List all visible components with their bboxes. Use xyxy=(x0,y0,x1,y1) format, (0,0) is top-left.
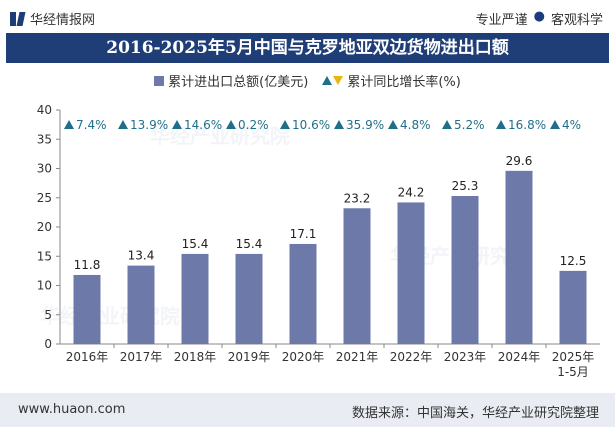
growth-triangle-icon xyxy=(496,120,506,129)
slogan-left: 专业严谨 xyxy=(475,13,528,28)
growth-rate-label: 5.2% xyxy=(454,118,485,132)
growth-triangle-icon xyxy=(442,120,452,129)
x-tick-label: 2025年 xyxy=(552,350,595,364)
logo-text: 华经情报网 xyxy=(30,13,96,28)
bar xyxy=(397,202,425,344)
bar-value-label: 11.8 xyxy=(74,258,101,272)
growth-rate-label: 7.4% xyxy=(76,118,107,132)
slogan-separator: ● xyxy=(533,9,545,24)
growth-rate-label: 10.6% xyxy=(292,118,330,132)
logo-icon xyxy=(10,11,24,26)
bar-value-label: 15.4 xyxy=(236,237,263,251)
x-tick-label: 2016年 xyxy=(66,350,109,364)
growth-rate-label: 35.9% xyxy=(346,118,384,132)
legend-label-total: 累计进出口总额(亿美元) xyxy=(168,75,309,90)
growth-triangle-icon xyxy=(334,120,344,129)
x-tick-label: 2020年 xyxy=(282,350,325,364)
bar-value-label: 17.1 xyxy=(290,227,317,241)
y-tick-label: 40 xyxy=(37,103,52,117)
growth-triangle-icon xyxy=(118,120,128,129)
bar-value-label: 29.6 xyxy=(506,154,533,168)
bar xyxy=(127,265,155,344)
y-tick-label: 5 xyxy=(44,308,52,322)
bar xyxy=(289,243,317,344)
bar xyxy=(73,274,101,344)
y-tick-label: 15 xyxy=(37,249,52,263)
bar-value-label: 23.2 xyxy=(344,191,371,205)
x-tick-sublabel: 1-5月 xyxy=(557,365,589,379)
legend-bar-swatch xyxy=(154,75,165,86)
x-tick-label: 2021年 xyxy=(336,350,379,364)
legend-triangle-icon xyxy=(322,76,344,85)
growth-triangle-icon xyxy=(64,120,74,129)
growth-triangle-icon xyxy=(226,120,236,129)
bar xyxy=(235,253,263,344)
growth-triangle-icon xyxy=(172,120,182,129)
x-tick-label: 2022年 xyxy=(390,350,433,364)
bar xyxy=(505,170,533,344)
x-tick-label: 2024年 xyxy=(498,350,541,364)
growth-rate-label: 4.8% xyxy=(400,118,431,132)
x-tick-label: 2017年 xyxy=(120,350,163,364)
x-tick-label: 2019年 xyxy=(228,350,271,364)
logo: 华经情报网 xyxy=(10,9,95,28)
y-tick-label: 10 xyxy=(37,279,52,293)
y-tick-label: 0 xyxy=(44,337,52,351)
bar-value-label: 25.3 xyxy=(452,179,479,193)
legend-item-total: 累计进出口总额(亿美元) xyxy=(154,71,308,90)
bar xyxy=(343,208,371,344)
chart-title: 2016-2025年5月中国与克罗地亚双边货物进出口额 xyxy=(6,33,609,63)
bar xyxy=(559,270,587,344)
y-tick-label: 35 xyxy=(37,132,52,146)
growth-rate-label: 4% xyxy=(562,118,581,132)
slogan-right: 客观科学 xyxy=(550,13,603,28)
y-tick-label: 30 xyxy=(37,162,52,176)
bar-value-label: 12.5 xyxy=(560,254,587,268)
source-text: 数据来源：中国海关，华经产业研究院整理 xyxy=(351,406,599,421)
footer: www.huaon.com 数据来源：中国海关，华经产业研究院整理 xyxy=(0,393,615,427)
watermark: 华经产业研究院 xyxy=(40,304,180,328)
growth-rate-label: 13.9% xyxy=(130,118,168,132)
bar-chart: 0 5 10 15 20 25 30 35 40 11.8 2016年 7.4% 13.4 2017年 13… xyxy=(37,103,600,379)
bar xyxy=(181,253,209,344)
x-tick-label: 2018年 xyxy=(174,350,217,364)
top-bar: 华经情报网 专业严谨 ● 客观科学 xyxy=(0,0,615,34)
chart-legend: 累计进出口总额(亿美元) 累计同比增长率(%) xyxy=(0,71,615,90)
growth-triangle-icon xyxy=(388,120,398,129)
legend-item-growth: 累计同比增长率(%) xyxy=(322,71,461,90)
bar-value-label: 15.4 xyxy=(182,237,209,251)
x-tick-label: 2023年 xyxy=(444,350,487,364)
bar-value-label: 24.2 xyxy=(398,185,425,199)
legend-label-growth: 累计同比增长率(%) xyxy=(347,75,461,90)
growth-rate-label: 0.2% xyxy=(238,118,269,132)
growth-triangle-icon xyxy=(550,120,560,129)
bar xyxy=(451,195,479,344)
growth-rate-label: 16.8% xyxy=(508,118,546,132)
growth-triangle-icon xyxy=(280,120,290,129)
growth-rate-label: 14.6% xyxy=(184,118,222,132)
y-tick-label: 25 xyxy=(37,191,52,205)
y-tick-label: 20 xyxy=(37,220,52,234)
bar-value-label: 13.4 xyxy=(128,249,155,263)
slogan: 专业严谨 ● 客观科学 xyxy=(476,9,603,28)
website-text: www.huaon.com xyxy=(18,402,126,417)
